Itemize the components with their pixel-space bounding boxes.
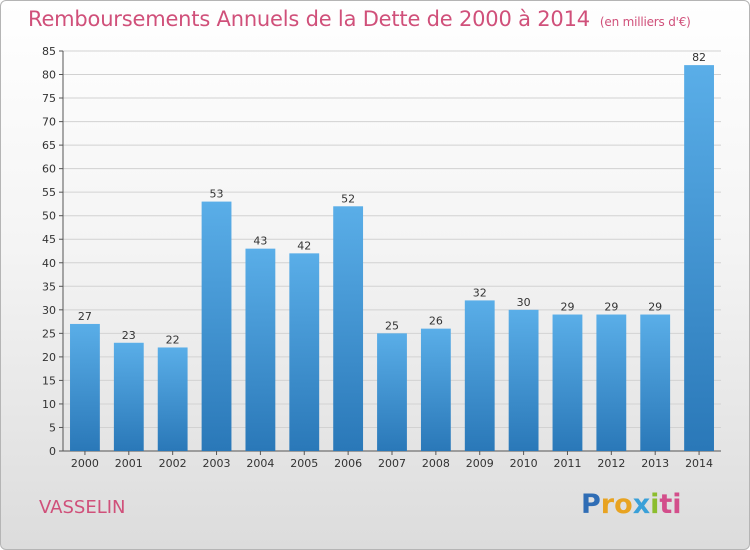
logo-letter: x: [632, 489, 651, 520]
y-tick-label: 60: [42, 163, 56, 176]
y-tick-label: 45: [42, 233, 56, 246]
y-tick-label: 25: [42, 327, 56, 340]
bar: [420, 328, 451, 451]
y-tick-label: 30: [42, 304, 56, 317]
y-tick-label: 10: [42, 398, 56, 411]
y-tick-label: 65: [42, 139, 56, 152]
x-tick-label: 2003: [203, 457, 231, 470]
proxiti-logo: Proxiti: [581, 489, 682, 520]
x-tick-label: 2012: [597, 457, 625, 470]
y-tick-label: 75: [42, 92, 56, 105]
bar-value-label: 42: [297, 239, 311, 252]
x-tick-label: 2011: [553, 457, 581, 470]
bar: [377, 333, 407, 451]
bar: [289, 253, 320, 451]
y-tick-label: 40: [42, 257, 56, 270]
y-tick-label: 15: [42, 374, 56, 387]
logo-letter: ti: [659, 489, 682, 520]
x-tick-label: 2006: [334, 457, 362, 470]
x-tick-label: 2005: [290, 457, 318, 470]
x-tick-label: 2001: [115, 457, 143, 470]
y-tick-label: 70: [42, 116, 56, 129]
bar-value-label: 52: [341, 192, 355, 205]
axes: 0 5 10 15 20 25 30 35 40 45 50 55 60 65 70 75 80 85 2000 20…: [42, 45, 721, 470]
x-tick-label: 2007: [378, 457, 406, 470]
chart-title: Remboursements Annuels de la Dette de 20…: [28, 7, 691, 31]
bar-value-label: 43: [253, 235, 267, 248]
logo-letter: P: [581, 489, 601, 520]
chart-title-text: Remboursements Annuels de la Dette de 20…: [28, 7, 590, 31]
bar: [245, 248, 276, 451]
y-tick-label: 85: [42, 45, 56, 58]
x-tick-label: 2014: [685, 457, 713, 470]
y-tick-label: 80: [42, 69, 56, 82]
bar: [113, 342, 144, 451]
bar-value-label: 82: [692, 51, 706, 64]
logo-letter: o: [614, 489, 633, 520]
x-tick-label: 2008: [422, 457, 450, 470]
x-tick-label: 2009: [466, 457, 494, 470]
x-tick-label: 2004: [246, 457, 274, 470]
bar: [201, 201, 232, 451]
logo-letter: r: [600, 489, 615, 520]
x-tick-label: 2010: [510, 457, 538, 470]
y-tick-label: 0: [49, 445, 56, 458]
bar-value-label: 53: [210, 188, 224, 201]
bar: [508, 309, 539, 451]
bar-value-label: 25: [385, 319, 399, 332]
bar: [684, 65, 714, 451]
x-tick-label: 2013: [641, 457, 669, 470]
y-tick-label: 55: [42, 186, 56, 199]
y-tick-label: 20: [42, 351, 56, 364]
commune-name: VASSELIN: [39, 497, 126, 518]
bar-value-label: 29: [560, 301, 574, 314]
bar-value-label: 22: [166, 333, 180, 346]
value-labels: 27 23 22 53 43 42 52 25 26 32 30 29 29 29 82: [78, 51, 706, 346]
bar: [333, 206, 364, 451]
bar-value-label: 29: [648, 301, 662, 314]
y-tick-label: 5: [49, 421, 56, 434]
bar: [157, 347, 188, 451]
bar-value-label: 30: [517, 296, 531, 309]
logo-letter: i: [650, 489, 660, 520]
y-tick-label: 35: [42, 280, 56, 293]
bar-value-label: 32: [473, 286, 487, 299]
bars: [70, 65, 714, 451]
bar: [464, 300, 495, 451]
bar-value-label: 23: [122, 329, 136, 342]
x-tick-label: 2000: [71, 457, 99, 470]
bar: [552, 314, 583, 451]
y-tick-label: 50: [42, 210, 56, 223]
bar-value-label: 27: [78, 310, 92, 323]
bar-value-label: 26: [429, 315, 443, 328]
bar: [596, 314, 627, 451]
bar: [70, 323, 100, 451]
bar: [640, 314, 671, 451]
x-tick-label: 2002: [159, 457, 187, 470]
chart-unit-note: (en milliers d'€): [599, 15, 691, 29]
bar-value-label: 29: [604, 301, 618, 314]
